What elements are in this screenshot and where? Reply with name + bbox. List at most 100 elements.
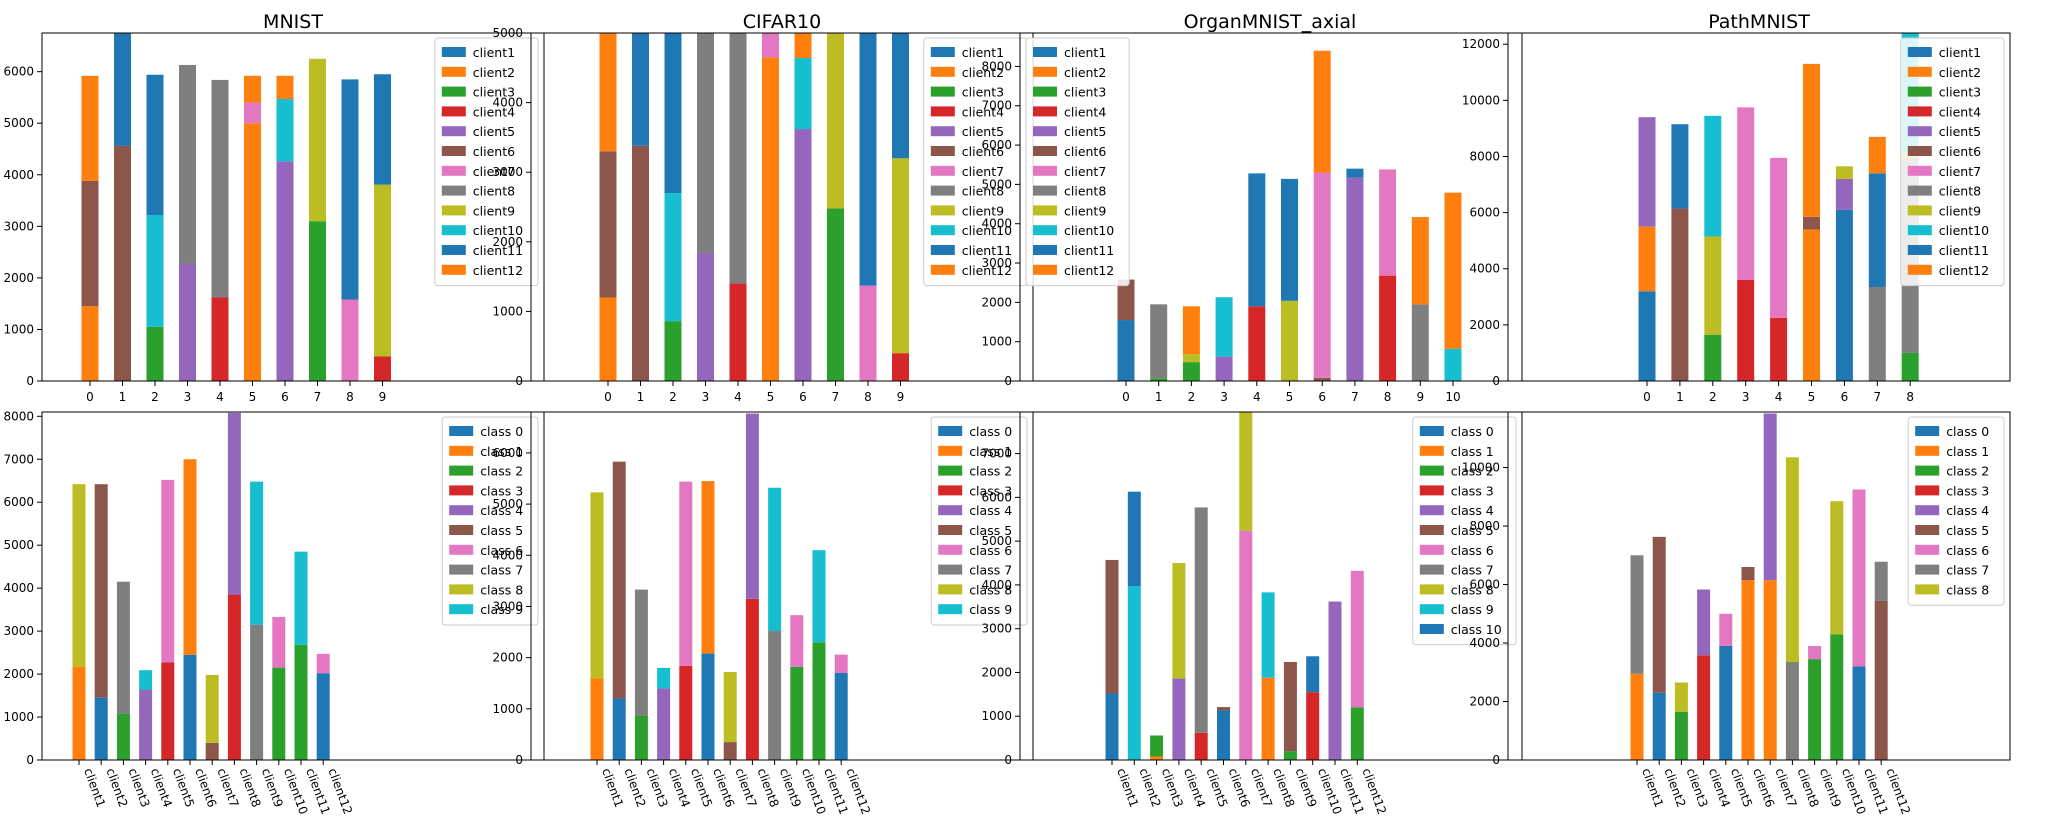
legend-label-client7: client7 [473,164,515,179]
y-tick-label: 1000 [492,304,523,318]
legend-swatch-client8 [441,185,466,196]
bar-segment-10-client12 [1444,192,1462,349]
bar-segment-client8-class-1 [1261,677,1275,760]
legend-label-client2: client2 [473,65,515,80]
legend-swatch-class-0 [449,426,474,436]
y-tick-label: 2000 [1469,318,1500,332]
bar-segment-6-client12 [1313,50,1331,173]
bar-segment-client6-class-1 [1741,580,1755,760]
legend-label-class-4: class 4 [969,503,1012,518]
legend-swatch-class-5 [1915,525,1940,535]
legend-label-class-10: class 10 [1451,622,1502,637]
y-tick-label: 4000 [1469,636,1500,650]
legend-label-class-8: class 8 [480,582,523,597]
legend-swatch-class-7 [1915,564,1940,575]
bar-segment-7-client3 [309,221,326,381]
bar-segment-9-client4 [892,353,909,381]
legend: client1 client2 client3 client4 client5 clien… [1025,37,1130,287]
bar-segment-client12-class-7 [1874,561,1888,601]
bar-segment-client1-class-0 [1105,693,1119,760]
bar-segment-0-client1 [1638,291,1656,381]
legend-swatch-class-9 [449,604,474,615]
x-tick-label-2: 2 [669,390,677,404]
bar-segment-client4-class-3 [1697,655,1711,760]
legend-label-class-7: class 7 [969,563,1012,578]
chart-panel-8: 0200040006000800010000client1client2clie… [1462,411,2011,816]
bar-segment-9-client11 [374,74,391,185]
legend-label-client1: client1 [1064,45,1106,60]
bar-segment-client9-class-2 [1283,751,1297,760]
bar-segment-6-client1 [1835,209,1853,381]
legend-swatch-class-9 [1419,604,1444,615]
bar-segment-client9-class-6 [1808,645,1822,660]
x-tick-label-7: 7 [832,390,840,404]
bar-segment-1-client8 [1150,304,1168,379]
legend-swatch-client8 [1033,185,1057,196]
legend-label-client6: client6 [1939,144,1981,159]
bar-segment-client4-class-4 [1172,678,1186,760]
bar-segment-client12-class-5 [1874,600,1888,760]
legend-swatch-class-1 [449,445,474,456]
y-tick-label: 1000 [981,709,1012,723]
legend-swatch-client5 [441,126,466,137]
bar-segment-1-client11 [632,33,649,146]
legend-swatch-client12 [930,264,955,275]
legend-label-client10: client10 [1939,223,1989,238]
x-tick-label-5: 5 [1808,390,1816,404]
bar-segment-1-client6 [1671,208,1689,381]
x-tick-label-2: 2 [1709,390,1717,404]
bar-segment-9-client8 [1411,304,1429,381]
legend-label-class-9: class 9 [480,602,523,617]
legend-swatch-client8 [1907,185,1932,196]
legend-swatch-client1 [1907,47,1932,57]
legend-label-class-6: class 6 [1946,543,1989,558]
y-tick-label: 10000 [1462,93,1500,107]
bar-segment-6-client10 [794,58,812,130]
bar-segment-client9-class-2 [1808,659,1822,760]
bar-segment-client6-class-1 [701,481,715,654]
bar-segment-client12-class-6 [1350,570,1364,708]
bar-segment-client8-class-7 [1785,662,1799,760]
bar-segment-8-client7 [1379,169,1397,276]
bar-segment-client8-class-4 [227,412,241,595]
legend-label-client5: client5 [1939,124,1981,139]
bar-segment-client3-class-2 [1674,711,1688,760]
legend-label-class-6: class 6 [480,543,523,558]
legend-label-client10: client10 [1064,223,1114,238]
bar-segment-0-client2 [599,297,617,381]
axes-frame [530,411,1034,761]
bar-segment-client9-class-7 [250,624,264,760]
chart-title-cifar10: CIFAR10 [743,11,821,33]
bar-segment-client2-class-0 [1652,692,1666,760]
legend-label-class-7: class 7 [1946,563,1989,578]
bar-segment-2-client11 [146,74,164,215]
legend-swatch-class-7 [938,564,963,575]
y-tick-label: 5000 [3,116,34,130]
legend-label-client8: client8 [1939,184,1981,199]
chart-panel-4: 0 2000 4000 6000 8000 10000 12000 0 1 2 3 4 5 6 7 8 clie… [1462,32,2011,404]
y-tick-label: 4000 [492,548,523,562]
bar-segment-client12-class-6 [316,653,330,674]
legend-label-client7: client7 [962,164,1004,179]
legend-label-client4: client4 [1939,104,1981,119]
y-tick-label: 3000 [492,165,523,179]
bar-segment-client3-class-2 [116,713,130,760]
bar-segment-client11-class-9 [294,551,308,645]
legend-label-class-6: class 6 [969,543,1012,558]
bar-segment-client12-class-0 [316,673,330,760]
legend-label-client11: client11 [1939,243,1989,258]
y-tick-label: 0 [1004,753,1012,767]
x-tick-label-2: 2 [151,390,159,404]
bar-segment-client9-class-5 [1283,661,1297,752]
axes-frame [41,32,545,382]
legend-box [1025,37,1130,287]
bar-segment-2-client10 [664,193,682,322]
legend-label-class-7: class 7 [480,563,523,578]
bar-segment-3-client7 [1737,107,1755,280]
legend-label-class-0: class 0 [969,424,1012,439]
legend-label-class-0: class 0 [1946,424,1989,439]
bar-segment-client8-class-4 [745,413,759,599]
bar-segment-client4-class-9 [139,670,153,690]
legend-swatch-class-5 [938,525,963,535]
legend-label-class-3: class 3 [969,483,1012,498]
